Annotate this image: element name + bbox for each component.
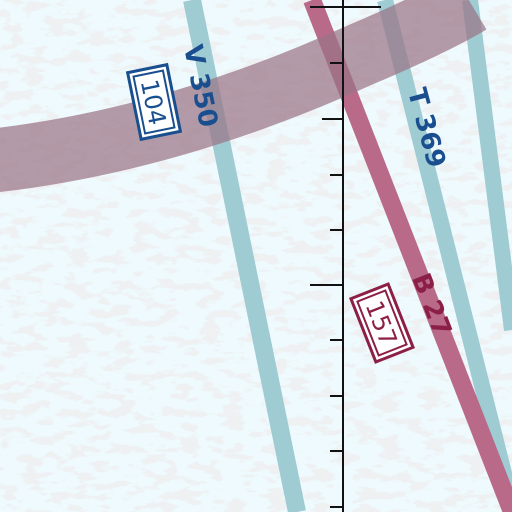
airway-edge-right [462,0,512,332]
b27-mea-box: 157 [348,282,416,364]
tick-marks [310,6,381,508]
route-t369[interactable] [377,0,512,507]
v350-mea-box: 104 [125,62,183,142]
airspace-band-stroke [0,0,487,192]
